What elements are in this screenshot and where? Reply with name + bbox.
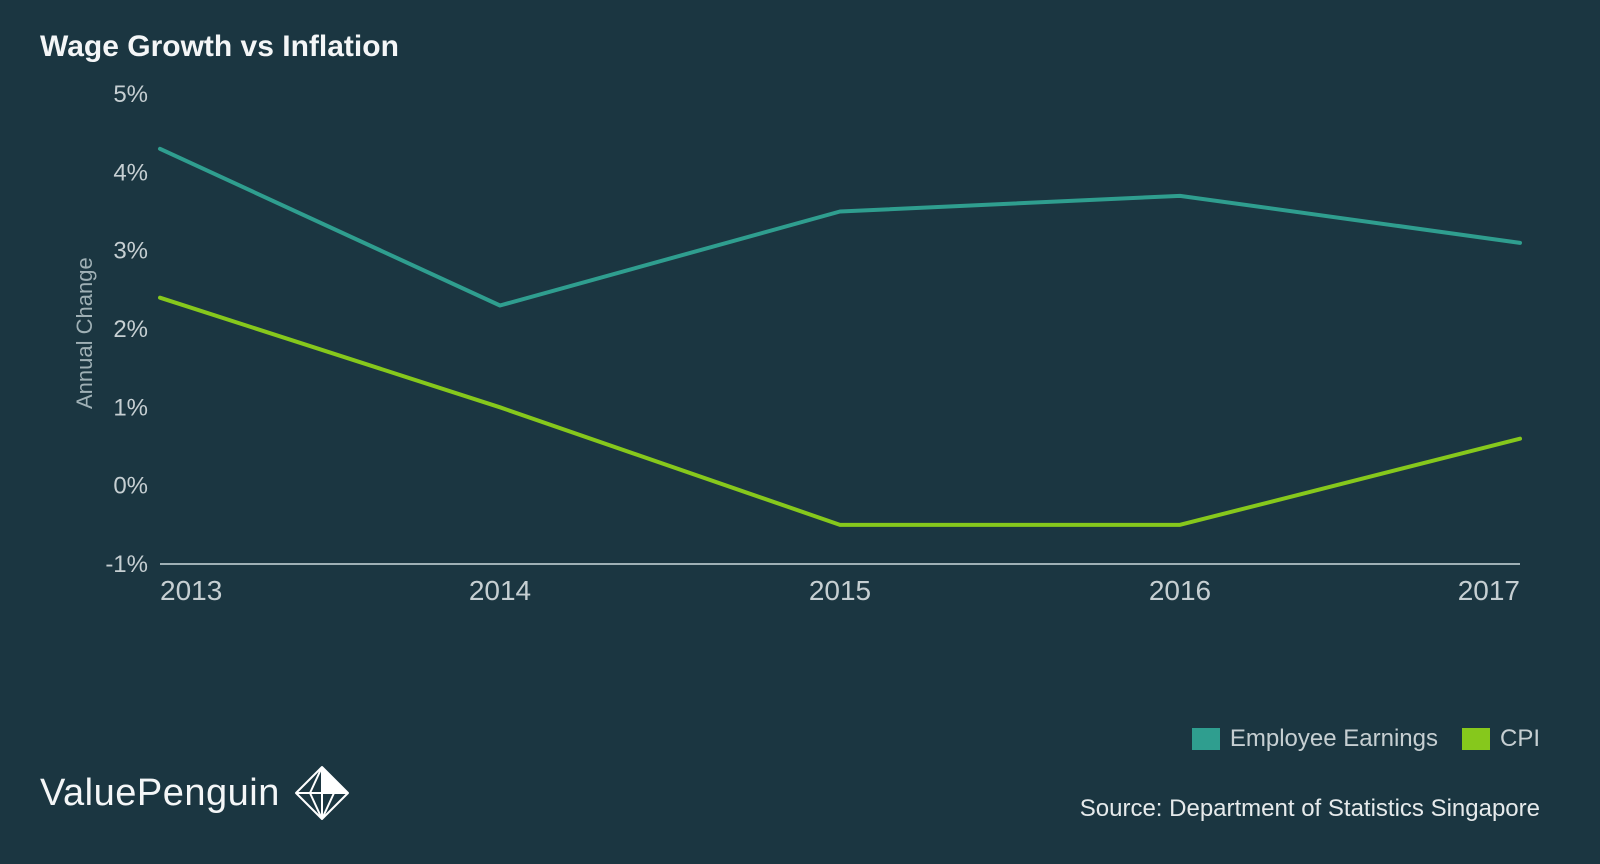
y-tick-label: 4% <box>113 159 148 186</box>
x-tick-label: 2013 <box>160 575 222 606</box>
x-tick-label: 2017 <box>1458 575 1520 606</box>
legend-label: Employee Earnings <box>1230 725 1438 753</box>
y-tick-label: 5% <box>113 81 148 108</box>
y-tick-label: -1% <box>105 551 148 578</box>
chart-container: Wage Growth vs Inflation Annual Change -… <box>0 0 1600 864</box>
y-tick-label: 1% <box>113 394 148 421</box>
y-axis-label: Annual Change <box>72 257 98 409</box>
legend-item: Employee Earnings <box>1192 725 1438 753</box>
legend-swatch <box>1462 728 1490 750</box>
plot-area: Annual Change -1%0%1%2%3%4%5%20132014201… <box>100 74 1560 614</box>
x-tick-label: 2015 <box>809 575 871 606</box>
brand-logo: ValuePenguin <box>40 765 350 821</box>
x-tick-label: 2014 <box>469 575 531 606</box>
x-tick-label: 2016 <box>1149 575 1211 606</box>
penguin-icon <box>294 765 350 821</box>
legend-item: CPI <box>1462 725 1540 753</box>
chart-source: Source: Department of Statistics Singapo… <box>1080 795 1540 823</box>
brand-text: ValuePenguin <box>40 772 280 815</box>
chart-title: Wage Growth vs Inflation <box>40 30 1560 64</box>
chart-legend: Employee Earnings CPI <box>1192 725 1540 753</box>
legend-label: CPI <box>1500 725 1540 753</box>
series-line <box>160 298 1520 525</box>
y-tick-label: 2% <box>113 316 148 343</box>
penguin-icon-svg <box>294 765 350 821</box>
legend-swatch <box>1192 728 1220 750</box>
y-tick-label: 0% <box>113 473 148 500</box>
y-tick-label: 3% <box>113 238 148 265</box>
series-line <box>160 149 1520 306</box>
chart-svg: -1% 0% 1% 2% 3% 4% 5% 2013 2014 2015 2016 2017 <box>100 74 1530 614</box>
